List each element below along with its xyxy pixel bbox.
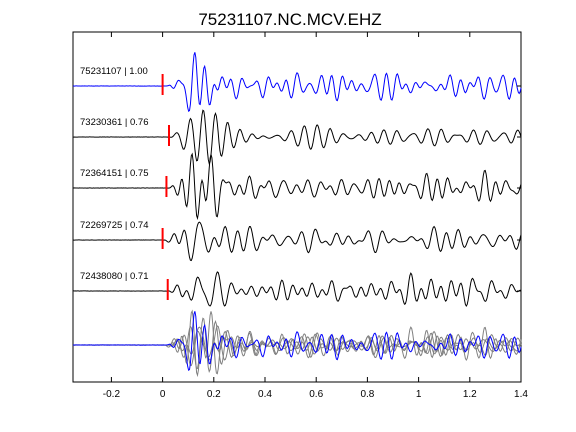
x-tick-label: 0.2 <box>207 389 221 400</box>
trace-label: 72269725 | 0.74 <box>80 220 149 231</box>
x-tick-label: -0.2 <box>103 389 121 400</box>
trace-line <box>73 271 521 307</box>
trace-line <box>72 152 522 221</box>
x-tick-label: 0.8 <box>360 389 374 400</box>
chart-title: 75231107.NC.MCV.EHZ <box>198 10 381 29</box>
trace-label: 72438080 | 0.71 <box>80 271 149 282</box>
plot-area <box>72 31 522 383</box>
stack-trace-line <box>72 311 522 372</box>
trace-line <box>72 221 522 262</box>
x-tick-label: 0.4 <box>258 389 272 400</box>
trace-label: 73230361 | 0.76 <box>80 117 149 128</box>
trace-line <box>72 52 522 113</box>
x-tick-label: 0 <box>160 389 166 400</box>
x-axis: -0.2 0 0.2 0.4 0.6 0.8 1 1.2 1.4 <box>103 32 528 400</box>
x-tick-label: 1 <box>416 389 422 400</box>
x-tick-label: 1.2 <box>463 389 477 400</box>
trace-label: 75231107 | 1.00 <box>80 66 148 77</box>
x-tick-label: 1.4 <box>514 389 528 400</box>
trace-line <box>72 109 522 165</box>
x-tick-label: 0.6 <box>309 389 323 400</box>
traces-layer: 75231107 | 1.00 73230361 | 0.76 72364151 |… <box>72 52 522 307</box>
trace-label: 72364151 | 0.75 <box>80 168 149 179</box>
overlay-stack <box>72 309 522 378</box>
